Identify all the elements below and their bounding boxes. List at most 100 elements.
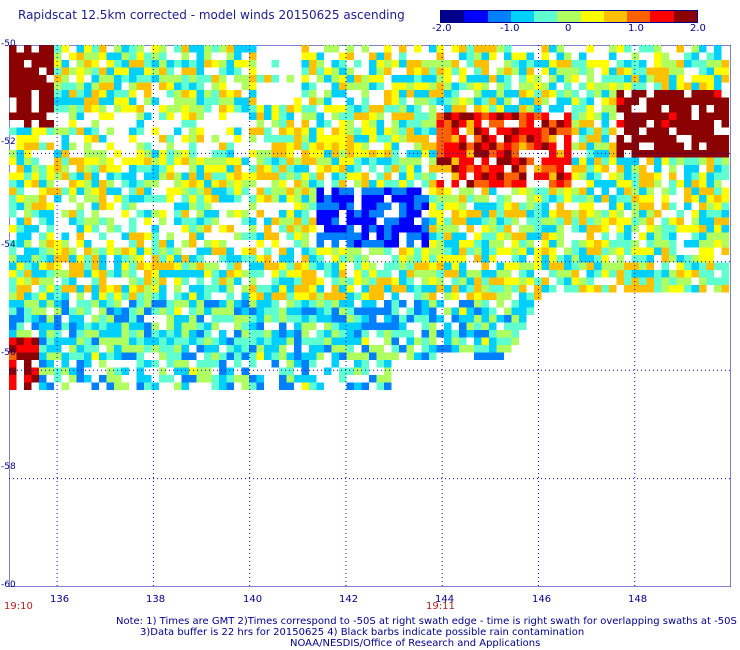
wind-cell — [129, 187, 137, 195]
wind-cell — [481, 240, 489, 248]
wind-cell — [294, 315, 302, 323]
wind-cell — [414, 135, 422, 143]
wind-cell — [91, 165, 99, 173]
wind-cell — [699, 67, 707, 75]
wind-cell — [609, 112, 617, 120]
wind-cell — [676, 210, 684, 218]
wind-cell — [444, 150, 452, 158]
wind-cell — [496, 232, 504, 240]
wind-cell — [106, 240, 114, 248]
wind-cell — [519, 112, 527, 120]
wind-cell — [721, 60, 729, 68]
wind-cell — [699, 127, 707, 135]
wind-cell — [316, 330, 324, 338]
wind-cell — [586, 270, 594, 278]
wind-cell — [436, 45, 444, 53]
wind-cell — [601, 157, 609, 165]
wind-cell — [24, 247, 32, 255]
wind-cell — [106, 157, 114, 165]
wind-cell — [24, 52, 32, 60]
wind-cell — [556, 255, 564, 263]
wind-cell — [279, 382, 287, 390]
wind-cell — [466, 187, 474, 195]
wind-cell — [286, 150, 294, 158]
wind-cell — [354, 157, 362, 165]
wind-cell — [9, 90, 17, 98]
wind-cell — [376, 210, 384, 218]
wind-cell — [481, 270, 489, 278]
wind-cell — [361, 232, 369, 240]
wind-cell — [54, 75, 62, 83]
wind-cell — [421, 97, 429, 105]
wind-cell — [211, 210, 219, 218]
wind-cell — [189, 330, 197, 338]
wind-cell — [474, 255, 482, 263]
wind-cell — [219, 97, 227, 105]
wind-cell — [594, 90, 602, 98]
wind-cell — [684, 187, 692, 195]
wind-cell — [16, 352, 24, 360]
wind-cell — [219, 90, 227, 98]
wind-cell — [249, 315, 257, 323]
wind-cell — [234, 322, 242, 330]
wind-cell — [639, 67, 647, 75]
wind-cell — [106, 330, 114, 338]
graticule — [9, 45, 731, 587]
wind-cell — [301, 157, 309, 165]
wind-cell — [196, 187, 204, 195]
wind-cell — [301, 217, 309, 225]
wind-cell — [406, 127, 414, 135]
wind-cell — [84, 270, 92, 278]
wind-cell — [114, 82, 122, 90]
wind-cell — [189, 375, 197, 383]
wind-cell — [166, 150, 174, 158]
wind-cell — [129, 262, 137, 270]
wind-cell — [91, 60, 99, 68]
wind-cell — [676, 142, 684, 150]
wind-cell — [241, 307, 249, 315]
wind-cell — [519, 120, 527, 128]
wind-cell — [436, 135, 444, 143]
wind-cell — [9, 52, 17, 60]
wind-cell — [69, 195, 77, 203]
wind-cell — [421, 277, 429, 285]
wind-cell — [129, 135, 137, 143]
wind-cell — [624, 60, 632, 68]
wind-cell — [459, 315, 467, 323]
wind-cell — [586, 277, 594, 285]
wind-cell — [279, 270, 287, 278]
wind-cell — [661, 90, 669, 98]
wind-cell — [286, 217, 294, 225]
wind-cell — [444, 202, 452, 210]
wind-cell — [234, 345, 242, 353]
wind-cell — [459, 307, 467, 315]
wind-cell — [601, 112, 609, 120]
wind-cell — [301, 195, 309, 203]
wind-cell — [196, 345, 204, 353]
wind-cell — [436, 345, 444, 353]
wind-cell — [256, 232, 264, 240]
wind-cell — [594, 217, 602, 225]
wind-cell — [159, 60, 167, 68]
wind-cell — [84, 255, 92, 263]
wind-cell — [189, 112, 197, 120]
wind-cell — [331, 300, 339, 308]
wind-cell — [99, 75, 107, 83]
wind-cell — [361, 157, 369, 165]
wind-cell — [391, 292, 399, 300]
wind-cell — [316, 135, 324, 143]
wind-cell — [526, 135, 534, 143]
wind-cell — [69, 90, 77, 98]
wind-cell — [534, 105, 542, 113]
wind-cell — [136, 142, 144, 150]
wind-cell — [474, 135, 482, 143]
wind-cell — [39, 247, 47, 255]
wind-cell — [444, 135, 452, 143]
wind-cell — [234, 45, 242, 53]
wind-cell — [316, 382, 324, 390]
wind-cell — [646, 277, 654, 285]
wind-cell — [421, 217, 429, 225]
wind-cell — [151, 300, 159, 308]
wind-cell — [324, 157, 332, 165]
wind-cell — [459, 112, 467, 120]
